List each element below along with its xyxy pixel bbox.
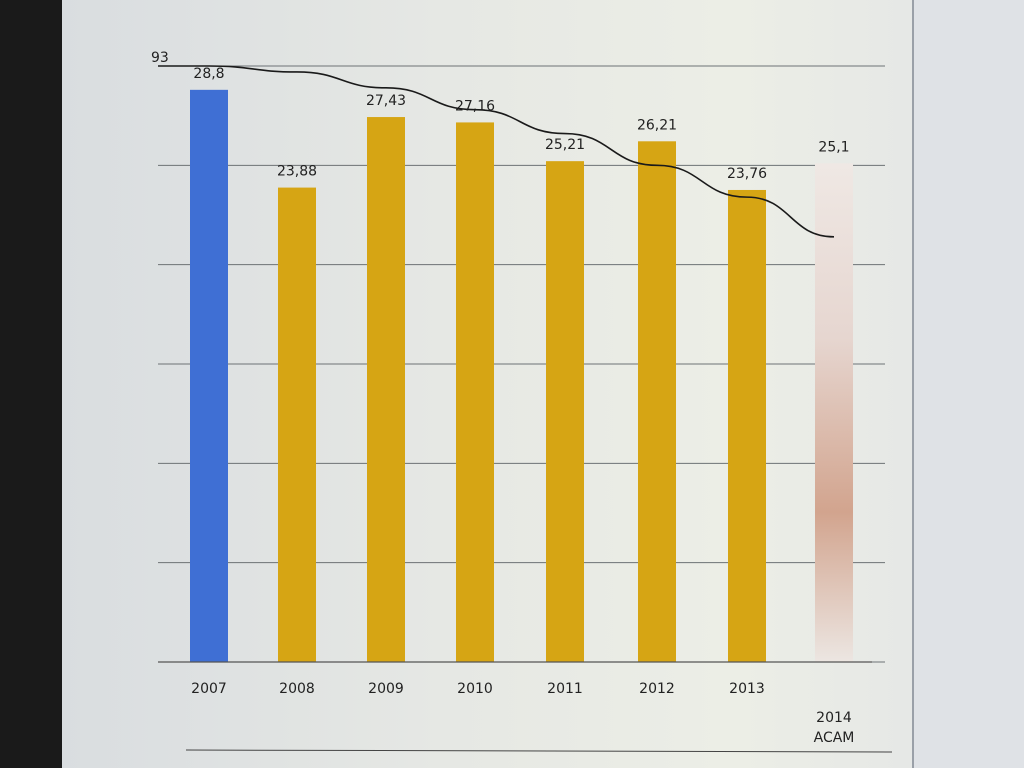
- x-tick-label: ACAM: [814, 730, 855, 746]
- bar-2013: [728, 189, 766, 662]
- bar-2009: [367, 117, 405, 663]
- bar-2007: [190, 89, 228, 663]
- x-tick-label: 2008: [279, 681, 315, 697]
- x-tick-label: 2010: [457, 681, 493, 697]
- bottom-border: [185, 749, 893, 753]
- value-label: 27,16: [455, 98, 495, 114]
- value-label: 25,1: [818, 139, 849, 155]
- gridlines: [158, 65, 885, 663]
- value-label: 26,21: [637, 117, 677, 133]
- bar-2012: [638, 141, 676, 662]
- bar-2008: [278, 187, 316, 663]
- value-label: 28,8: [193, 66, 224, 82]
- value-labels: 28,8 23,88 27,43 27,16 25,21 26,21 23,76 25,1: [193, 66, 849, 182]
- x-tick-label: 2014: [816, 710, 852, 726]
- value-label: 27,43: [366, 93, 406, 109]
- axis-top-label: 93: [151, 50, 169, 66]
- x-tick-label: 2013: [729, 681, 765, 697]
- value-label: 25,21: [545, 137, 585, 153]
- bars: [190, 89, 853, 663]
- x-tick-label: 2009: [368, 681, 404, 697]
- bar-2014: [815, 163, 853, 662]
- bar-2011: [546, 161, 584, 663]
- bar-2010: [456, 122, 494, 663]
- x-tick-labels: 2007 2008 2009 2010 2011 2012 2013 2014 ACAM: [191, 681, 854, 746]
- x-tick-label: 2007: [191, 681, 227, 697]
- value-label: 23,88: [277, 164, 317, 180]
- screen-edge: [912, 0, 1024, 768]
- value-label: 23,76: [727, 166, 767, 182]
- trend-line: [158, 65, 835, 238]
- x-tick-label: 2012: [639, 681, 675, 697]
- x-tick-label: 2011: [547, 681, 583, 697]
